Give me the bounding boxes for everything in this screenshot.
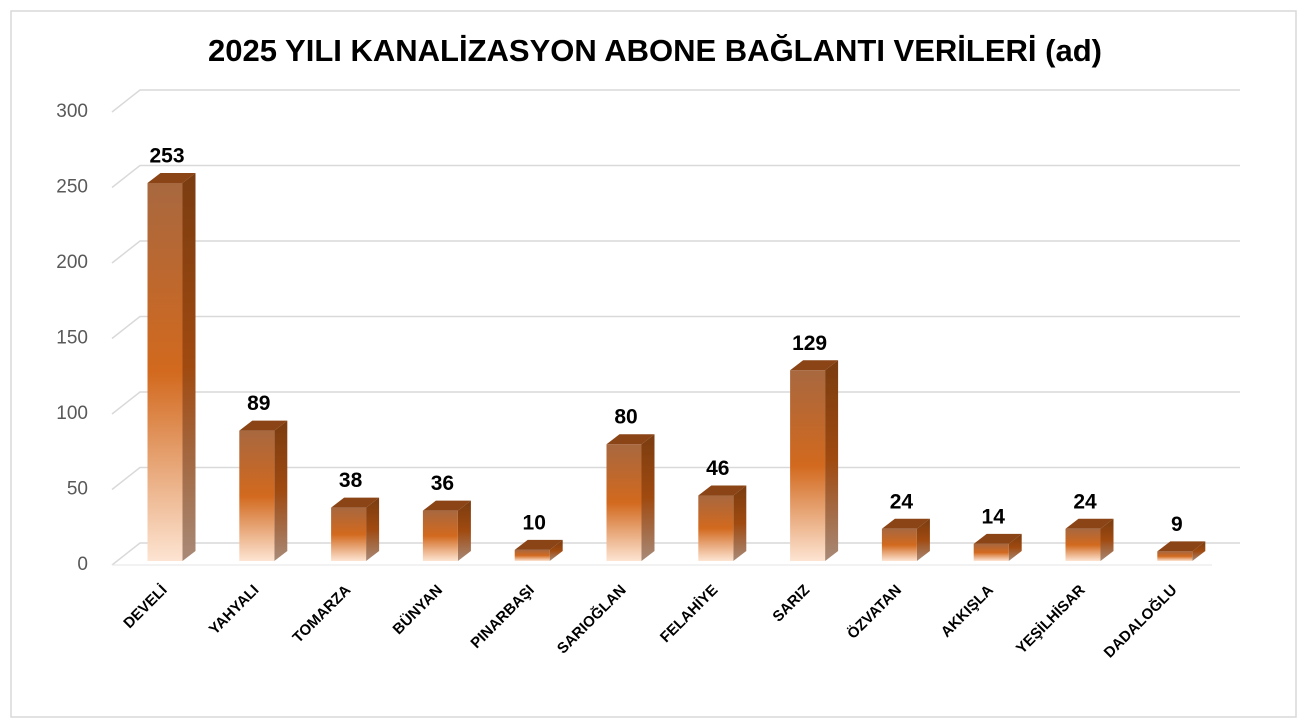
grid-line: [111, 164, 1240, 189]
bar-front: [973, 543, 1009, 561]
bar-side: [1192, 541, 1206, 561]
bar-top: [973, 533, 1022, 544]
value-label: 38: [339, 469, 363, 492]
y-tick-label: 0: [77, 554, 88, 575]
chart-title: 2025 YILI KANALİZASYON ABONE BAĞLANTI VE…: [208, 33, 1102, 68]
value-label: 10: [523, 511, 546, 534]
value-label: 14: [982, 505, 1006, 528]
grid-line: [111, 240, 1240, 264]
bar-top: [881, 518, 930, 529]
value-label: 89: [247, 392, 270, 415]
bar: [239, 420, 288, 561]
bar: [698, 485, 747, 561]
bar-front: [698, 495, 734, 561]
bar-front: [606, 444, 642, 561]
bar: [331, 497, 380, 561]
value-label: 46: [706, 457, 729, 480]
bar-side: [641, 434, 655, 561]
bar-top: [606, 434, 655, 445]
bar-side: [1100, 518, 1114, 561]
bar-top: [147, 172, 196, 183]
bar-front: [881, 528, 917, 561]
bar: [790, 360, 839, 561]
bar-front: [514, 549, 550, 561]
bar-front: [239, 430, 275, 561]
bar-side: [549, 539, 563, 561]
grid-line: [111, 542, 1240, 566]
bar-front: [1065, 528, 1101, 561]
bar-top: [1157, 541, 1206, 552]
grid-line: [111, 391, 1240, 415]
bar-side: [1008, 533, 1022, 561]
bar-top: [239, 420, 288, 431]
bar-front: [147, 182, 183, 561]
bar-top: [331, 497, 380, 508]
bar-side: [733, 485, 747, 561]
bar: [606, 434, 655, 561]
y-tick-label: 150: [56, 328, 88, 349]
bar-side: [182, 172, 196, 561]
bar-side: [366, 497, 380, 561]
value-label: 129: [792, 332, 827, 355]
bar-front: [790, 370, 826, 561]
bar-front: [422, 510, 458, 561]
bar-side: [274, 420, 288, 561]
grid-line: [111, 315, 1240, 340]
bar-top: [790, 360, 839, 371]
bar-top: [422, 500, 471, 511]
bar-side: [825, 360, 839, 561]
chart-border: [10, 10, 1297, 718]
value-label: 24: [890, 490, 914, 513]
grid-line: [111, 89, 1240, 113]
y-tick-label: 300: [56, 101, 88, 122]
bar: [514, 539, 563, 561]
bar-top: [1065, 518, 1114, 529]
bar-front: [331, 507, 367, 561]
bar: [147, 172, 196, 561]
bar: [881, 518, 930, 561]
bar-top: [698, 485, 747, 496]
bar-side: [916, 518, 930, 561]
bar-side: [457, 500, 471, 561]
grid-line: [111, 466, 1240, 491]
y-tick-label: 200: [56, 252, 88, 273]
bar: [1065, 518, 1114, 561]
value-label: 9: [1171, 513, 1183, 536]
value-label: 24: [1073, 490, 1097, 513]
bar: [422, 500, 471, 561]
value-label: 36: [431, 472, 454, 495]
bar: [973, 533, 1022, 561]
value-label: 253: [149, 145, 184, 168]
bar: [1157, 541, 1206, 561]
y-tick-label: 250: [56, 177, 88, 198]
y-tick-label: 100: [56, 403, 88, 424]
y-tick-label: 50: [67, 479, 88, 500]
bar-front: [1157, 551, 1193, 561]
bar-top: [514, 539, 563, 550]
value-label: 80: [614, 406, 637, 429]
